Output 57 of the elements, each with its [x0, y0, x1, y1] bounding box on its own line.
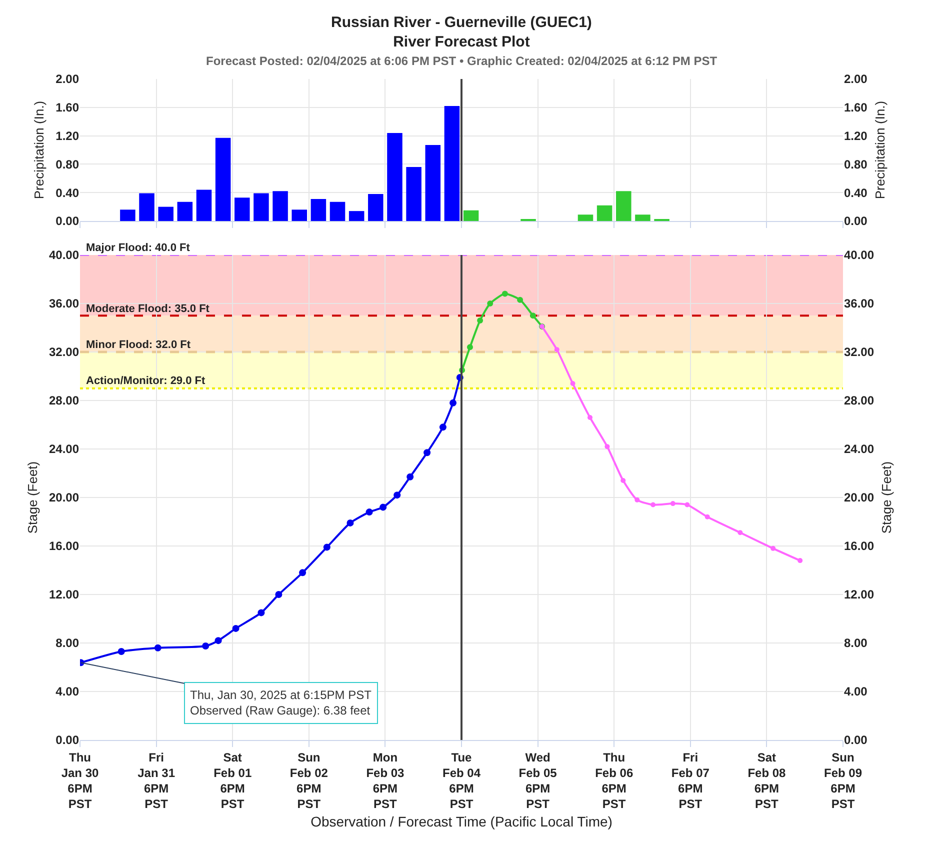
y-tick-label: 0.00	[56, 214, 80, 228]
x-tick-label: Tue Feb 04 6PM PST	[442, 750, 481, 812]
y-tick-label: 0.40	[56, 186, 80, 200]
annotation: Thu, Jan 30, 2025 at 6:15PM PST Observed (Raw Gauge): 6.38 feet	[190, 688, 372, 718]
chart-title: Russian River - Guerneville (GUEC1) River Forecast Plot	[331, 14, 592, 50]
y2-tick-label: 8.00	[844, 636, 868, 650]
y2-tick-label: 0.80	[844, 157, 868, 172]
x-tick-label: Sat Feb 08 6PM PST	[748, 750, 786, 812]
y2-tick-label: 0.00	[844, 733, 868, 748]
y-tick-label: 16.00	[48, 539, 80, 554]
y-tick-label: 40.00	[48, 248, 80, 262]
y2-tick-label: 2.00	[844, 72, 868, 86]
y2-tick-label: 20.00	[844, 490, 874, 505]
y2-tick-label: 36.00	[844, 296, 874, 311]
x-tick-label: Fri Feb 07 6PM PST	[671, 750, 710, 812]
ref-line-label: Minor Flood: 32.0 Ft	[86, 339, 191, 351]
y2-axis-title: Precipitation (In.)	[872, 100, 888, 200]
y-tick-label: 1.20	[56, 129, 80, 143]
y-tick-label: 2.00	[56, 72, 80, 86]
x-tick-label: Thu Jan 30 6PM PST	[61, 750, 100, 812]
y-axis-title: Precipitation (In.)	[32, 100, 47, 200]
y2-tick-label: 4.00	[844, 684, 868, 699]
y-tick-label: 36.00	[48, 296, 80, 311]
y2-tick-label: 1.20	[844, 129, 868, 143]
y2-tick-label: 1.60	[844, 100, 868, 115]
y2-tick-label: 12.00	[844, 588, 874, 602]
y2-tick-label: 32.00	[844, 345, 874, 360]
x-tick-label: Thu Feb 06 6PM PST	[595, 750, 634, 812]
y2-tick-label: 24.00	[844, 442, 874, 456]
y2-tick-label: 28.00	[844, 394, 874, 408]
y2-tick-label: 0.00	[844, 214, 868, 228]
y-tick-label: 0.00	[56, 733, 80, 748]
x-tick-label: Wed Feb 05 6PM PST	[518, 750, 558, 812]
y-tick-label: 28.00	[48, 394, 80, 408]
ref-line-label: Moderate Flood: 35.0 Ft	[86, 303, 210, 315]
y-tick-label: 0.80	[56, 157, 80, 172]
x-axis-title: Observation / Forecast Time (Pacific Local Time)	[310, 814, 612, 830]
x-tick-label: Fri Jan 31 6PM PST	[138, 750, 176, 812]
y-tick-label: 32.00	[48, 345, 80, 360]
y-tick-label: 24.00	[48, 442, 80, 456]
y2-axis-title: Stage (Feet)	[878, 461, 894, 534]
x-tick-label: Sat Feb 01 6PM PST	[214, 750, 252, 812]
ref-line-label: Action/Monitor: 29.0 Ft	[86, 375, 206, 387]
y-tick-label: 20.00	[48, 490, 80, 505]
y-axis-title: Stage (Feet)	[24, 461, 40, 534]
y-tick-label: 12.00	[48, 588, 80, 602]
y2-tick-label: 40.00	[844, 248, 874, 262]
y-tick-label: 4.00	[56, 684, 80, 699]
chart-subtitle: Forecast Posted: 02/04/2025 at 6:06 PM PST • Graphic Created: 02/04/2025 at 6:12 PM PST	[206, 54, 718, 68]
y-tick-label: 8.00	[56, 636, 80, 650]
y2-tick-label: 16.00	[844, 539, 874, 554]
ref-line-label: Major Flood: 40.0 Ft	[86, 242, 190, 254]
y2-tick-label: 0.40	[844, 186, 868, 200]
y-tick-label: 1.60	[56, 100, 80, 115]
x-tick-label: Sun Feb 09 6PM PST	[824, 750, 862, 812]
x-tick-label: Mon Feb 03 6PM PST	[366, 750, 405, 812]
x-tick-label: Sun Feb 02 6PM PST	[290, 750, 328, 812]
